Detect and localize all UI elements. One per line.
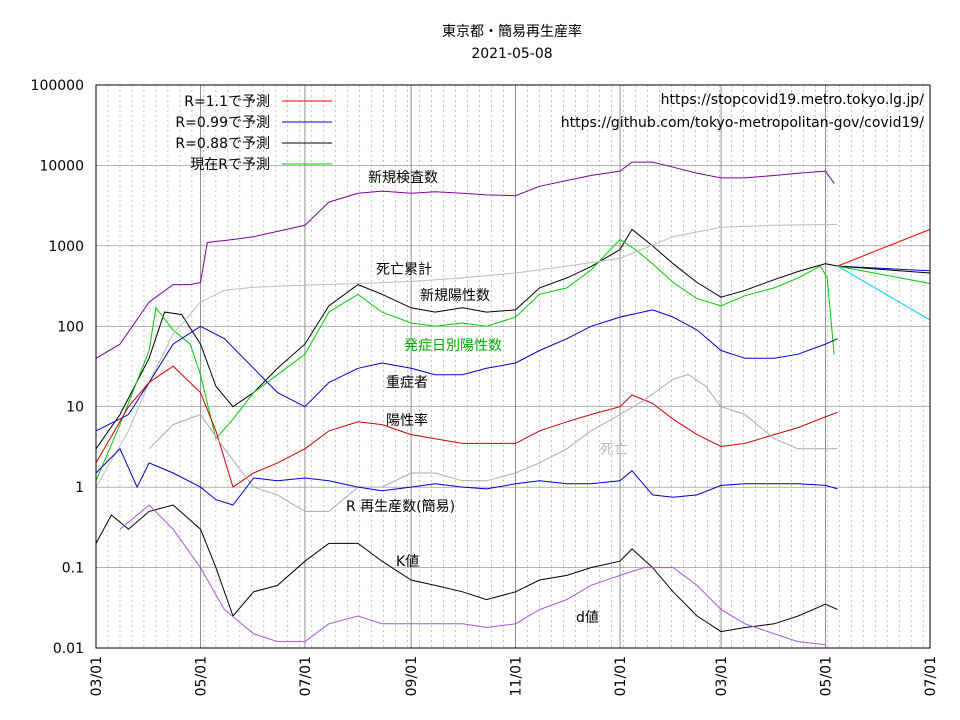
x-tick-label: 03/01 [714, 656, 730, 696]
y-tick-label: 100000 [31, 78, 84, 94]
y-tick-label: 100 [57, 319, 84, 335]
source-url-1: https://stopcovid19.metro.tokyo.lg.jp/ [661, 92, 925, 108]
series-label: d値 [576, 610, 599, 626]
projection-line [837, 265, 931, 321]
series-line [119, 504, 826, 646]
plot-frame [95, 84, 931, 649]
y-tick-label: 10 [66, 400, 84, 416]
series-label: 陽性率 [386, 412, 428, 429]
y-tick-label: 1 [75, 480, 84, 496]
y-tick-labels: 0.01 0.1 1 10 100 1000 10000 100000 [31, 78, 84, 657]
series-label: 死亡累計 [376, 262, 432, 278]
projection-layer [837, 228, 931, 321]
x-tick-label: 11/01 [509, 656, 525, 696]
series-label: 新規検査数 [368, 170, 438, 186]
source-url-2: https://github.com/tokyo-metropolitan-go… [561, 115, 925, 131]
series-line [95, 238, 835, 481]
x-tick-label: 05/01 [819, 656, 835, 696]
x-tick-label: 09/01 [404, 656, 420, 696]
series-layer [95, 161, 838, 646]
series-line [95, 365, 838, 488]
series-line [95, 504, 838, 633]
projection-line [837, 265, 931, 274]
chart-subtitle: 2021-05-08 [471, 46, 552, 62]
series-line [148, 374, 838, 512]
y-tick-label: 0.1 [62, 561, 84, 577]
chart-title: 東京都・簡易再生産率 [442, 23, 582, 40]
series-line [95, 223, 838, 488]
y-tick-label: 10000 [39, 158, 84, 174]
series-line [95, 161, 835, 359]
series-label: K値 [396, 554, 419, 570]
legend-label: R=1.1で予測 [184, 94, 270, 110]
series-label: 発症日別陽性数 [404, 338, 502, 354]
series-line [95, 447, 838, 506]
series-label: 重症者 [386, 375, 428, 391]
legend-label: R=0.99で予測 [175, 115, 270, 131]
x-tick-labels: 03/01 05/01 07/01 09/01 11/01 01/01 03/01 05/01… [89, 656, 939, 696]
projection-line [837, 265, 931, 284]
series-line [95, 228, 838, 450]
x-tick-label: 07/01 [923, 656, 939, 696]
series-label: 死亡 [600, 442, 628, 458]
x-tick-label: 05/01 [193, 656, 209, 696]
y-tick-label: 0.01 [53, 641, 84, 657]
series-line [95, 309, 838, 432]
projection-line [837, 228, 931, 267]
x-tick-label: 07/01 [298, 656, 314, 696]
legend-label: R=0.88で予測 [175, 136, 270, 152]
legend-label: 現在Rで予測 [190, 157, 270, 173]
series-label: R 再生産数(簡易) [346, 499, 455, 515]
y-tick-label: 1000 [48, 239, 84, 255]
series-label: 新規陽性数 [420, 288, 490, 304]
x-tick-label: 03/01 [89, 656, 105, 696]
x-tick-label: 01/01 [613, 656, 629, 696]
